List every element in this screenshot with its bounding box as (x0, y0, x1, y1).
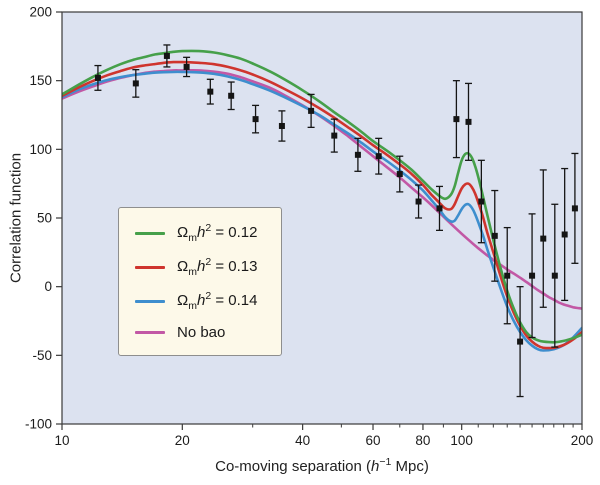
x-tick-label: 200 (571, 433, 594, 448)
data-marker (278, 122, 285, 129)
y-tick-label: 0 (44, 279, 52, 294)
data-marker (163, 52, 170, 59)
y-tick-label: 150 (29, 73, 52, 88)
x-tick-label: 40 (295, 433, 310, 448)
data-marker (94, 74, 101, 81)
data-marker (465, 118, 472, 125)
data-marker (354, 151, 361, 158)
legend-swatch-magenta (135, 331, 165, 334)
data-marker (183, 63, 190, 70)
legend-label: Ωmh2 = 0.13 (177, 256, 258, 278)
data-marker (478, 198, 485, 205)
curves (62, 49, 582, 352)
y-tick-label: -50 (32, 348, 52, 363)
curve-omega_mh2_014 (62, 70, 582, 352)
x-tick-label: 10 (54, 433, 69, 448)
legend-label: Ωmh2 = 0.12 (177, 222, 258, 244)
legend-item-omega-014: Ωmh2 = 0.14 (135, 290, 257, 312)
x-tick-label: 60 (365, 433, 380, 448)
data-marker (415, 198, 422, 205)
y-tick-label: 200 (29, 5, 52, 20)
x-tick-label: 80 (415, 433, 430, 448)
data-marker (228, 92, 235, 99)
y-axis-title-text: Correlation function (7, 152, 25, 284)
x-tick-label: 100 (450, 433, 473, 448)
data-marker (504, 272, 511, 279)
y-tick-label: -100 (25, 417, 52, 432)
data-marker (308, 107, 315, 114)
data-marker (571, 205, 578, 212)
curve-omega_mh2_013 (62, 60, 582, 350)
y-axis-title: Correlation function (8, 153, 25, 283)
data-marker (453, 116, 460, 123)
legend-label: No bao (177, 324, 226, 341)
legend-item-omega-012: Ωmh2 = 0.12 (135, 222, 257, 244)
x-axis-title: Co-moving separation (h−1 Mpc) (215, 456, 429, 475)
data-marker (207, 88, 214, 95)
data-marker (529, 272, 536, 279)
data-marker (132, 80, 139, 87)
y-tick-label: 50 (37, 211, 52, 226)
data-points (94, 44, 579, 398)
data-marker (331, 132, 338, 139)
data-marker (517, 338, 524, 345)
legend-label: Ωmh2 = 0.14 (177, 290, 258, 312)
legend-swatch-blue (135, 299, 165, 303)
data-marker (491, 232, 498, 239)
legend-swatch-red (135, 265, 165, 269)
data-marker (561, 231, 568, 238)
legend-swatch-green (135, 231, 165, 235)
x-tick-label: 20 (175, 433, 190, 448)
legend-item-omega-013: Ωmh2 = 0.13 (135, 256, 257, 278)
y-axis: -100 -50 0 50 100 150 200 (25, 5, 62, 432)
y-tick-label: 100 (29, 142, 52, 157)
x-axis: 10 20 40 60 80 100 200 (54, 424, 593, 448)
data-marker (396, 171, 403, 178)
legend-item-no-bao: No bao (135, 324, 257, 341)
curve-omega_mh2_012 (62, 49, 582, 344)
data-marker (540, 235, 547, 242)
data-marker (436, 205, 443, 212)
data-marker (252, 116, 259, 123)
legend: Ωmh2 = 0.12 Ωmh2 = 0.13 Ωmh2 = 0.14 No b… (118, 207, 283, 356)
data-marker (375, 153, 382, 160)
data-marker (551, 272, 558, 279)
